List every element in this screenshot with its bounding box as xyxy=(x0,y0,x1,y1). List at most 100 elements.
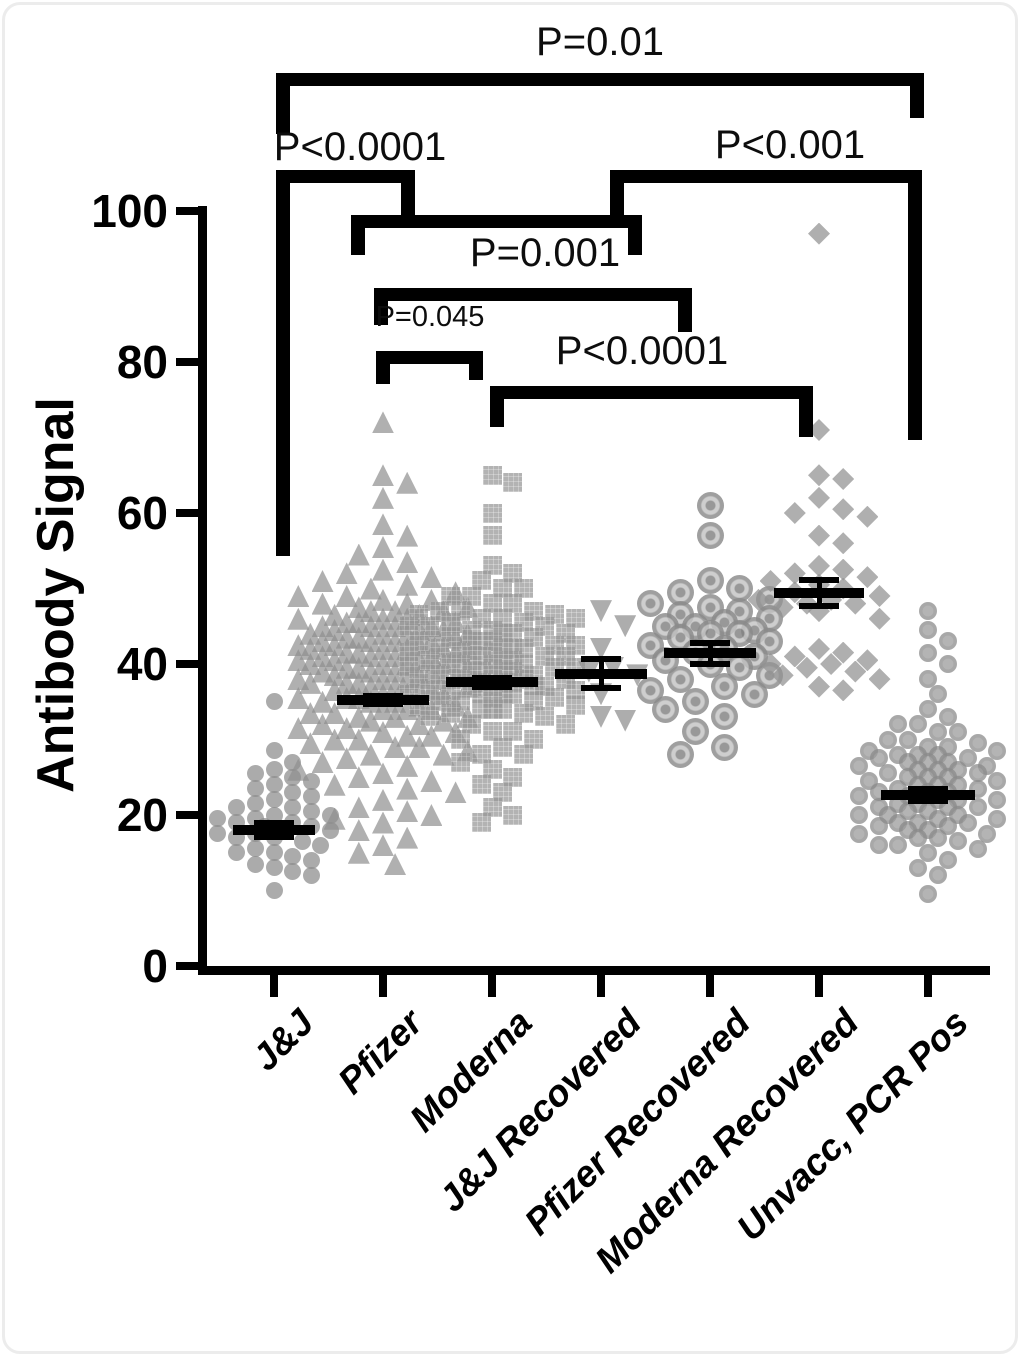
data-point xyxy=(440,612,460,632)
x-tick xyxy=(706,975,714,997)
p-value-label: P=0.01 xyxy=(536,20,664,64)
data-point xyxy=(958,813,977,832)
x-category-label: J&J Recovered xyxy=(430,1001,649,1220)
data-point xyxy=(396,800,419,823)
data-point xyxy=(808,464,830,487)
y-tick xyxy=(176,660,198,668)
data-point xyxy=(302,866,320,884)
data-point xyxy=(396,754,419,777)
data-point xyxy=(978,824,997,843)
data-point xyxy=(284,863,302,881)
data-point xyxy=(666,665,694,693)
data-point xyxy=(503,767,523,787)
significance-bracket-drop-left xyxy=(490,386,504,427)
data-point xyxy=(844,660,867,683)
data-point xyxy=(503,722,523,742)
data-point xyxy=(938,707,957,726)
data-point xyxy=(419,707,439,727)
p-value-label: P=0.001 xyxy=(469,231,621,275)
data-point xyxy=(928,866,947,885)
data-point xyxy=(909,715,928,734)
data-point xyxy=(347,841,370,864)
data-point xyxy=(312,836,330,854)
data-point xyxy=(696,491,724,519)
data-point xyxy=(868,585,891,608)
data-point xyxy=(988,772,1007,791)
data-point xyxy=(323,773,346,796)
data-point xyxy=(265,776,283,794)
data-point xyxy=(741,680,769,708)
significance-bracket-drop-right xyxy=(799,386,813,437)
data-point xyxy=(614,615,637,638)
data-point xyxy=(869,749,888,768)
data-point xyxy=(472,571,492,591)
data-point xyxy=(451,752,471,772)
data-point xyxy=(420,566,443,589)
data-point xyxy=(919,700,937,719)
data-point xyxy=(398,616,418,636)
data-point xyxy=(889,715,908,734)
sem-cap-top xyxy=(581,656,621,663)
x-tick xyxy=(488,975,496,997)
sem-cap-bottom xyxy=(581,685,621,692)
data-point xyxy=(968,734,987,753)
data-point xyxy=(759,653,782,675)
data-point xyxy=(849,806,868,824)
data-point xyxy=(398,643,418,663)
data-point xyxy=(482,797,502,817)
data-point xyxy=(783,502,806,524)
data-point xyxy=(808,524,830,547)
data-point xyxy=(284,783,302,801)
data-point xyxy=(372,464,394,487)
y-tick-label: 60 xyxy=(116,487,168,539)
significance-bracket-bar xyxy=(610,170,922,183)
y-tick-label: 40 xyxy=(116,638,168,690)
y-tick xyxy=(176,811,198,819)
data-point xyxy=(372,558,394,581)
data-point xyxy=(938,851,957,870)
data-point xyxy=(302,787,320,805)
data-point xyxy=(726,575,754,602)
data-point xyxy=(820,653,843,675)
data-point xyxy=(928,722,947,741)
data-point xyxy=(856,649,879,672)
x-axis-line xyxy=(198,966,990,975)
data-point xyxy=(832,498,855,521)
y-tick-label: 80 xyxy=(116,336,168,388)
data-point xyxy=(482,760,502,780)
y-tick xyxy=(176,962,198,970)
data-point xyxy=(849,756,868,775)
significance-bracket-bar xyxy=(351,215,642,228)
data-point xyxy=(265,859,283,877)
data-point xyxy=(444,781,467,804)
mean-bar xyxy=(233,825,315,836)
data-point xyxy=(856,566,879,589)
data-point xyxy=(246,840,264,858)
data-point xyxy=(988,741,1007,760)
data-point xyxy=(513,745,533,765)
data-point xyxy=(928,828,947,847)
data-point xyxy=(968,798,987,817)
data-point xyxy=(832,468,855,491)
data-point xyxy=(265,844,283,862)
data-point xyxy=(265,693,283,711)
y-tick xyxy=(176,207,198,215)
data-point xyxy=(909,828,928,847)
data-point xyxy=(209,810,227,828)
sem-cap-bottom xyxy=(908,798,948,805)
data-point xyxy=(844,592,867,615)
y-tick-label: 100 xyxy=(91,185,168,237)
sem-cap-top xyxy=(690,639,730,646)
data-point xyxy=(482,503,502,523)
data-point xyxy=(590,705,612,728)
data-point xyxy=(347,543,370,566)
data-point xyxy=(711,703,739,731)
data-point xyxy=(419,616,439,636)
sem-cap-bottom xyxy=(254,833,294,840)
data-point xyxy=(246,764,264,782)
data-point xyxy=(832,641,855,664)
data-point xyxy=(832,558,855,581)
significance-bracket-bar xyxy=(376,351,483,364)
data-point xyxy=(503,594,523,614)
